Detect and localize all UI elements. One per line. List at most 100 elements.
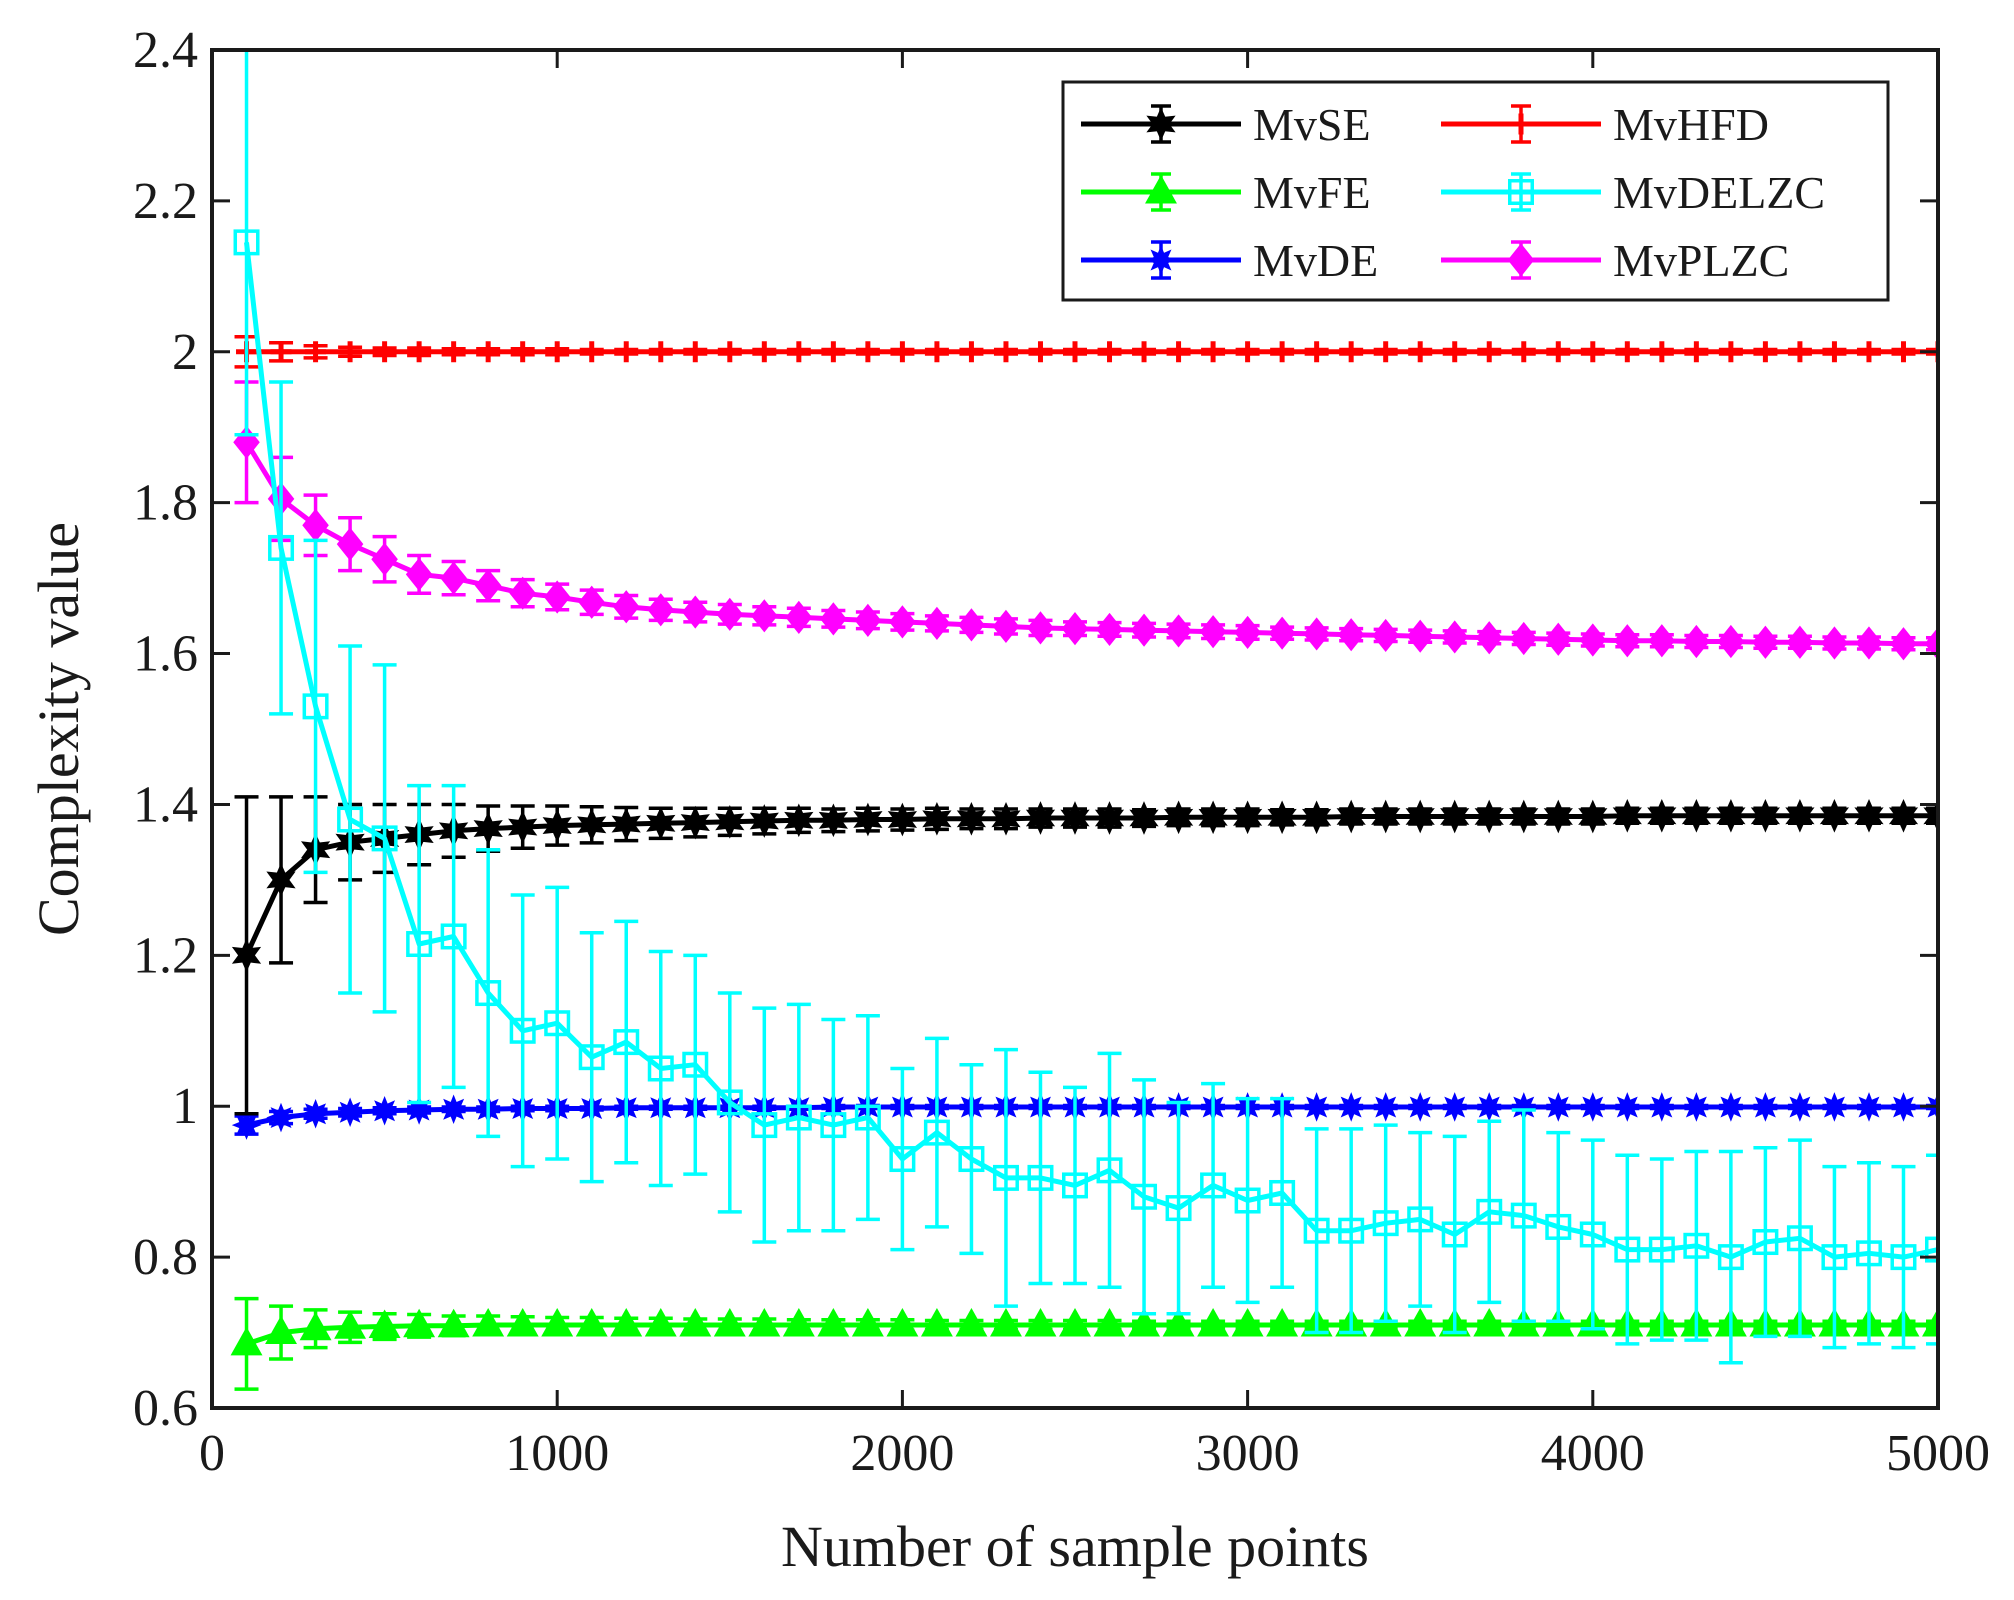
data-point-mvplzc: [1683, 624, 1710, 659]
data-point-mvse: [1371, 799, 1401, 834]
legend-item-mvfe: MvFE: [1081, 167, 1371, 218]
data-point-mvse: [266, 863, 296, 897]
data-point-mvhfd: [1340, 341, 1362, 363]
data-point-mvdelzc: [613, 1029, 640, 1056]
data-point-mvde: [1405, 1092, 1435, 1122]
data-point-mvse: [991, 801, 1021, 836]
data-point-mvhfd: [270, 341, 292, 363]
data-point-mvfe: [334, 1310, 367, 1339]
x-tick-label: 4000: [1541, 1425, 1645, 1482]
y-tick-label: 1: [172, 1078, 198, 1135]
data-point-mvhfd: [581, 341, 603, 363]
data-point-mvse: [887, 802, 918, 837]
data-point-mvhfd: [408, 341, 430, 363]
data-point-mvplzc: [785, 600, 813, 634]
data-point-mvhfd: [339, 341, 361, 363]
data-point-mvdelzc: [544, 1010, 571, 1037]
data-point-mvse: [818, 803, 849, 838]
data-point-mvse: [853, 802, 883, 837]
data-point-mvfe: [920, 1307, 953, 1337]
data-point-mvse: [1785, 798, 1815, 833]
data-point-mvdelzc: [958, 1146, 985, 1173]
data-point-mvdelzc: [1234, 1187, 1261, 1214]
data-point-mvse: [1819, 798, 1850, 833]
data-point-mvplzc: [1614, 624, 1641, 658]
data-point-mvdelzc: [1407, 1206, 1434, 1233]
data-point-mvdelzc: [820, 1112, 847, 1139]
data-point-mvhfd: [1513, 341, 1535, 363]
y-tick-label: 2: [172, 324, 198, 381]
data-point-mvfe: [506, 1307, 539, 1337]
data-point-mvdelzc: [923, 1119, 950, 1146]
data-point-mvfe: [437, 1308, 470, 1338]
data-point-mvplzc: [1510, 621, 1538, 656]
data-point-mvde: [266, 1102, 296, 1133]
data-point-mvse: [611, 807, 641, 841]
data-point-mvse: [646, 806, 676, 841]
data-point-mvse: [956, 801, 987, 836]
data-point-mvplzc: [820, 602, 847, 636]
data-point-mvdelzc: [1062, 1172, 1088, 1199]
legend-swatch-marker: [1508, 179, 1534, 205]
x-tick-label: 1000: [505, 1425, 609, 1482]
legend-item-mvplzc: MvPLZC: [1441, 235, 1789, 286]
data-point-mvhfd: [926, 341, 948, 363]
series-layer: [230, 50, 1938, 1391]
data-point-mvse: [1129, 801, 1159, 835]
data-point-mvdelzc: [475, 980, 502, 1007]
data-point-mvde: [1370, 1092, 1401, 1122]
data-point-mvhfd: [1099, 341, 1121, 363]
data-point-mvfe: [1093, 1307, 1126, 1337]
data-point-mvse: [1612, 798, 1642, 833]
data-point-mvse: [1509, 799, 1539, 834]
data-point-mvplzc: [474, 569, 502, 603]
legend: MvSE MvFE MvDE MvHFD MvDELZC MvPLZC: [1061, 80, 1890, 302]
data-point-mvplzc: [336, 527, 364, 561]
data-point-mvdelzc: [1510, 1202, 1537, 1229]
data-point-mvdelzc: [406, 931, 433, 958]
data-point-mvse: [1267, 800, 1297, 835]
data-point-mvdelzc: [785, 1104, 812, 1131]
data-point-mvdelzc: [992, 1164, 1019, 1191]
data-point-mvplzc: [1406, 619, 1434, 653]
data-point-mvplzc: [1890, 627, 1917, 661]
data-point-mvhfd: [1168, 341, 1190, 363]
legend-swatch-marker: [1145, 174, 1177, 204]
data-point-mvhfd: [1409, 341, 1431, 363]
data-point-mvplzc: [1441, 620, 1469, 654]
data-point-mvdelzc: [302, 693, 329, 720]
data-point-mvse: [1405, 799, 1435, 834]
data-point-mvhfd: [960, 341, 982, 363]
data-point-mvhfd: [1547, 341, 1569, 363]
data-point-mvfe: [955, 1307, 988, 1337]
data-point-mvde: [1612, 1092, 1643, 1122]
x-axis-title: Number of sample points: [781, 1514, 1369, 1579]
data-point-mvdelzc: [1683, 1232, 1710, 1259]
data-point-mvhfd: [512, 341, 534, 363]
data-point-mvhfd: [891, 341, 913, 363]
x-tick-label: 5000: [1886, 1425, 1990, 1482]
data-point-mvdelzc: [1752, 1229, 1779, 1256]
data-point-mvfe: [1059, 1307, 1091, 1337]
data-point-mvse: [1543, 799, 1573, 834]
data-point-mvhfd: [788, 341, 810, 363]
data-point-mvplzc: [1752, 625, 1779, 659]
data-point-mvdelzc: [1131, 1183, 1158, 1210]
data-point-mvfe: [1231, 1307, 1264, 1337]
data-point-mvdelzc: [578, 1044, 605, 1071]
data-point-mvdelzc: [1579, 1221, 1606, 1248]
data-point-mvhfd: [822, 341, 844, 363]
data-point-mvplzc: [405, 557, 433, 591]
legend-swatch-marker: [1507, 243, 1535, 277]
legend-swatch-marker: [1146, 245, 1176, 275]
data-point-mvplzc: [681, 595, 709, 629]
data-point-mvhfd: [1651, 341, 1673, 363]
data-point-mvhfd: [1237, 341, 1259, 363]
data-point-mvhfd: [1582, 341, 1604, 363]
data-point-mvfe: [679, 1307, 712, 1337]
data-point-mvdelzc: [1925, 1236, 1938, 1263]
data-point-mvse: [1232, 800, 1263, 835]
data-point-mvdelzc: [440, 923, 467, 950]
legend-label: MvSE: [1253, 99, 1371, 150]
error-bar-mvdelzc: [1926, 1153, 1938, 1346]
